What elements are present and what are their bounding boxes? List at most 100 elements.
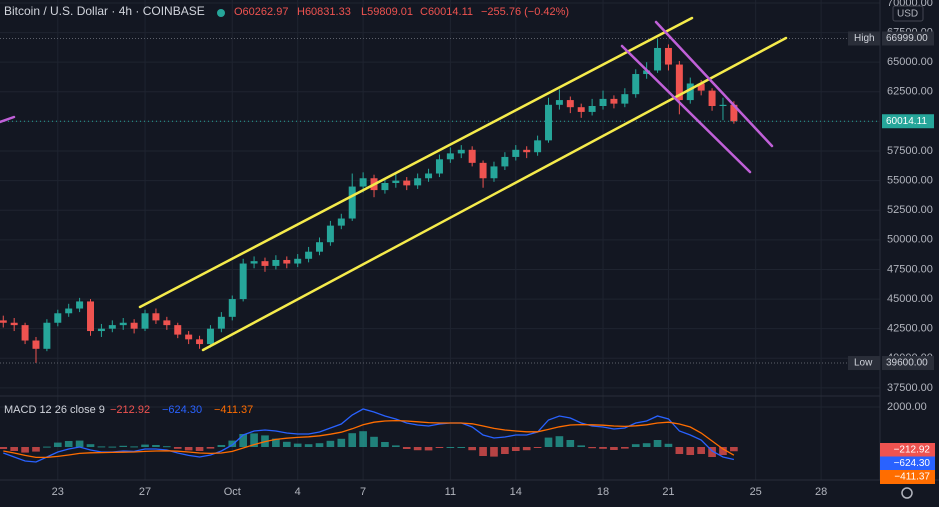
histogram-bar (719, 447, 727, 455)
candle-body (217, 316, 225, 329)
candle-body (10, 322, 18, 326)
histogram-bar (413, 447, 422, 451)
histogram-bar (184, 447, 193, 451)
y-tick-label: 37500.00 (887, 382, 933, 394)
candle-body (97, 328, 105, 332)
y-tick-label: 62500.00 (887, 86, 933, 98)
axis-value-box (880, 470, 935, 484)
ohlc-open: O60262.97 (234, 6, 288, 18)
trendline-stub (0, 115, 16, 124)
candle-body (686, 83, 694, 101)
candle-body (152, 313, 160, 321)
histogram-bar (457, 447, 466, 448)
histogram-bar (108, 446, 117, 448)
histogram-bar (381, 442, 389, 447)
candle-body (87, 301, 94, 332)
candle-body (76, 301, 84, 309)
histogram-bar (708, 447, 716, 457)
x-tick-label: 28 (815, 486, 827, 498)
histogram-bar (173, 447, 182, 449)
histogram-bar (293, 443, 302, 447)
candle-body (0, 320, 7, 323)
candle-body (141, 313, 149, 329)
candle-body (305, 251, 313, 259)
down-channel-lower (620, 44, 752, 174)
candle-body (337, 218, 345, 226)
histogram-bar (304, 444, 313, 447)
histogram-bar (53, 442, 62, 447)
indicator-line (3, 419, 735, 459)
currency-label[interactable]: USD (897, 9, 918, 20)
candle-body (512, 149, 520, 157)
y-tick-label: 65000.00 (887, 56, 933, 68)
histogram-bar (326, 440, 335, 447)
x-tick-label: 25 (750, 486, 762, 498)
candle-body (261, 261, 269, 266)
candle-body (54, 313, 62, 323)
y-tick-label: 2000.00 (887, 401, 927, 413)
x-tick-label: 7 (360, 486, 366, 498)
legend-value: −624.30 (162, 404, 202, 416)
settings-gear[interactable] (901, 487, 913, 499)
candle-body (490, 166, 498, 179)
histogram-bar (21, 447, 29, 453)
axis-value-box (880, 456, 935, 471)
histogram-bar (163, 446, 171, 448)
candle-body (664, 47, 672, 65)
axis-value-box (880, 443, 935, 457)
candle-body (196, 339, 204, 345)
histogram-bar (239, 434, 247, 447)
histogram-bar (424, 447, 433, 451)
histogram-bar (359, 431, 367, 447)
histogram-bar (588, 447, 596, 449)
axis-value-label: −624.30 (894, 458, 931, 469)
y-tick-label: 45000.00 (887, 293, 933, 305)
ohlc-low: L59809.01 (361, 6, 413, 18)
settings-icon[interactable] (901, 487, 913, 499)
last-price-label: 60014.11 (886, 116, 927, 127)
candle-body (435, 159, 443, 174)
x-tick-label: Oct (224, 486, 241, 498)
candle-body (348, 186, 356, 219)
histogram-bar (653, 440, 662, 447)
candle-body (643, 70, 651, 75)
currency-button[interactable] (892, 5, 924, 22)
x-tick-label: 27 (139, 486, 151, 498)
candle-body (545, 104, 552, 141)
candle-body (414, 178, 422, 186)
candle-body (555, 100, 563, 105)
histogram-bar (348, 433, 357, 447)
candle-body (468, 149, 476, 163)
ohlc-high: H60831.33 (297, 6, 351, 18)
histogram-bar (501, 447, 509, 454)
candle-body (21, 325, 29, 341)
histogram-bar (0, 447, 8, 449)
marker-name-box (848, 356, 880, 371)
histogram-bar (664, 443, 673, 447)
candle-body (392, 180, 400, 183)
drawings (0, 16, 788, 352)
candle-body (283, 259, 291, 264)
candle-body (272, 259, 280, 266)
histogram-bar (282, 441, 291, 447)
histogram-bar (533, 447, 542, 448)
candle-body (250, 261, 258, 264)
histogram-bar (130, 446, 138, 448)
histogram-bar (490, 447, 498, 457)
candle-body (316, 242, 323, 252)
candle-body (719, 104, 727, 107)
histogram-bar (195, 447, 204, 451)
histogram-bar (675, 447, 684, 454)
candle-body (654, 47, 662, 71)
ohlc-close: C60014.11 (420, 6, 473, 18)
price-change: −255.76 (−0.42%) (481, 6, 569, 18)
histogram-bar (97, 446, 106, 448)
histogram-bar (10, 447, 18, 451)
candle-body (446, 153, 454, 160)
histogram-bar (272, 438, 280, 447)
candle-body (326, 225, 334, 243)
marker-name: Low (854, 358, 873, 369)
histogram-bar (32, 447, 40, 452)
candle-body (43, 322, 51, 349)
